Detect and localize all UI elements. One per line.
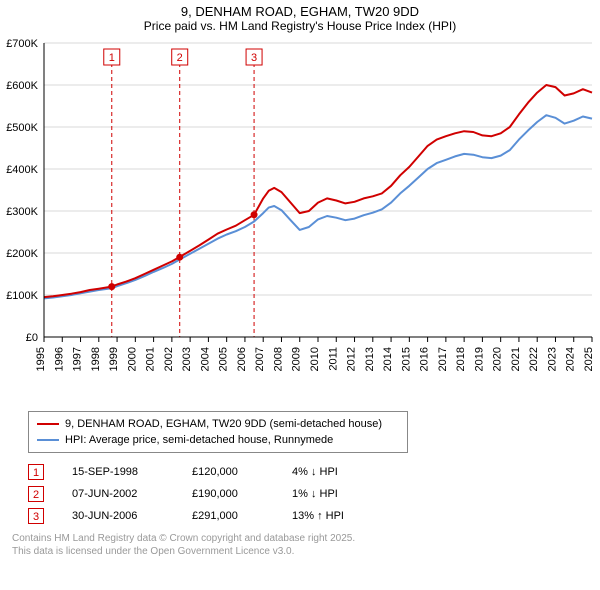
sale-marker-number: 1: [28, 464, 44, 480]
attribution-line: This data is licensed under the Open Gov…: [12, 546, 600, 559]
svg-text:2013: 2013: [364, 347, 376, 371]
sale-price: £120,000: [192, 466, 292, 478]
svg-text:2022: 2022: [528, 347, 540, 371]
title-line1: 9, DENHAM ROAD, EGHAM, TW20 9DD: [0, 4, 600, 19]
svg-text:2011: 2011: [327, 347, 339, 371]
legend-item: 9, DENHAM ROAD, EGHAM, TW20 9DD (semi-de…: [37, 416, 399, 432]
svg-text:1998: 1998: [90, 347, 102, 371]
svg-text:1997: 1997: [72, 347, 84, 371]
svg-text:£600K: £600K: [6, 80, 38, 92]
sale-delta: 1% ↓ HPI: [292, 488, 392, 500]
svg-text:2012: 2012: [346, 347, 358, 371]
legend: 9, DENHAM ROAD, EGHAM, TW20 9DD (semi-de…: [28, 411, 408, 453]
chart-svg: £0 £100K £200K £300K £400K £500K £600K £700K 1 2 3…: [0, 35, 600, 405]
svg-text:1: 1: [109, 52, 115, 64]
svg-text:3: 3: [251, 52, 257, 64]
svg-text:£0: £0: [26, 332, 38, 344]
svg-text:2008: 2008: [272, 347, 284, 371]
svg-text:2016: 2016: [419, 347, 431, 371]
legend-label: HPI: Average price, semi-detached house,…: [65, 434, 333, 446]
svg-text:2000: 2000: [126, 347, 138, 371]
sale-delta: 4% ↓ HPI: [292, 466, 392, 478]
title-line2: Price paid vs. HM Land Registry's House …: [0, 19, 600, 33]
sale-delta: 13% ↑ HPI: [292, 510, 392, 522]
svg-text:2018: 2018: [455, 347, 467, 371]
sale-marker-number: 3: [28, 508, 44, 524]
svg-text:2002: 2002: [163, 347, 175, 371]
svg-text:1995: 1995: [35, 347, 47, 371]
svg-text:2: 2: [177, 52, 183, 64]
svg-text:£300K: £300K: [6, 206, 38, 218]
attribution-line: Contains HM Land Registry data © Crown c…: [12, 533, 600, 546]
sale-row: 2 07-JUN-2002 £190,000 1% ↓ HPI: [28, 483, 600, 505]
svg-text:2001: 2001: [145, 347, 157, 371]
title-block: 9, DENHAM ROAD, EGHAM, TW20 9DD Price pa…: [0, 0, 600, 35]
svg-text:£400K: £400K: [6, 164, 38, 176]
legend-swatch: [37, 439, 59, 441]
sale-date: 15-SEP-1998: [72, 466, 192, 478]
sale-row: 3 30-JUN-2006 £291,000 13% ↑ HPI: [28, 505, 600, 527]
svg-text:2007: 2007: [254, 347, 266, 371]
svg-text:2025: 2025: [583, 347, 595, 371]
svg-text:£100K: £100K: [6, 290, 38, 302]
chart-container: 9, DENHAM ROAD, EGHAM, TW20 9DD Price pa…: [0, 0, 600, 590]
svg-text:2010: 2010: [309, 347, 321, 371]
svg-text:2020: 2020: [492, 347, 504, 371]
attribution: Contains HM Land Registry data © Crown c…: [12, 533, 600, 558]
svg-text:2014: 2014: [382, 347, 394, 371]
svg-text:2003: 2003: [181, 347, 193, 371]
sale-date: 07-JUN-2002: [72, 488, 192, 500]
svg-text:2019: 2019: [473, 347, 485, 371]
sale-date: 30-JUN-2006: [72, 510, 192, 522]
sale-price: £190,000: [192, 488, 292, 500]
svg-text:£200K: £200K: [6, 248, 38, 260]
sale-row: 1 15-SEP-1998 £120,000 4% ↓ HPI: [28, 461, 600, 483]
sale-marker-number: 2: [28, 486, 44, 502]
legend-swatch: [37, 423, 59, 425]
svg-text:2021: 2021: [510, 347, 522, 371]
chart-area: £0 £100K £200K £300K £400K £500K £600K £700K 1 2 3…: [0, 35, 600, 405]
svg-text:2004: 2004: [199, 347, 211, 371]
svg-text:1999: 1999: [108, 347, 120, 371]
legend-item: HPI: Average price, semi-detached house,…: [37, 432, 399, 448]
svg-text:2023: 2023: [546, 347, 558, 371]
svg-text:2006: 2006: [236, 347, 248, 371]
sales-table: 1 15-SEP-1998 £120,000 4% ↓ HPI 2 07-JUN…: [28, 461, 600, 527]
svg-text:2015: 2015: [400, 347, 412, 371]
svg-text:2009: 2009: [291, 347, 303, 371]
svg-text:2005: 2005: [218, 347, 230, 371]
svg-text:£500K: £500K: [6, 122, 38, 134]
svg-text:1996: 1996: [53, 347, 65, 371]
svg-text:£700K: £700K: [6, 38, 38, 50]
legend-label: 9, DENHAM ROAD, EGHAM, TW20 9DD (semi-de…: [65, 418, 382, 430]
sale-price: £291,000: [192, 510, 292, 522]
svg-text:2017: 2017: [437, 347, 449, 371]
svg-text:2024: 2024: [565, 347, 577, 371]
